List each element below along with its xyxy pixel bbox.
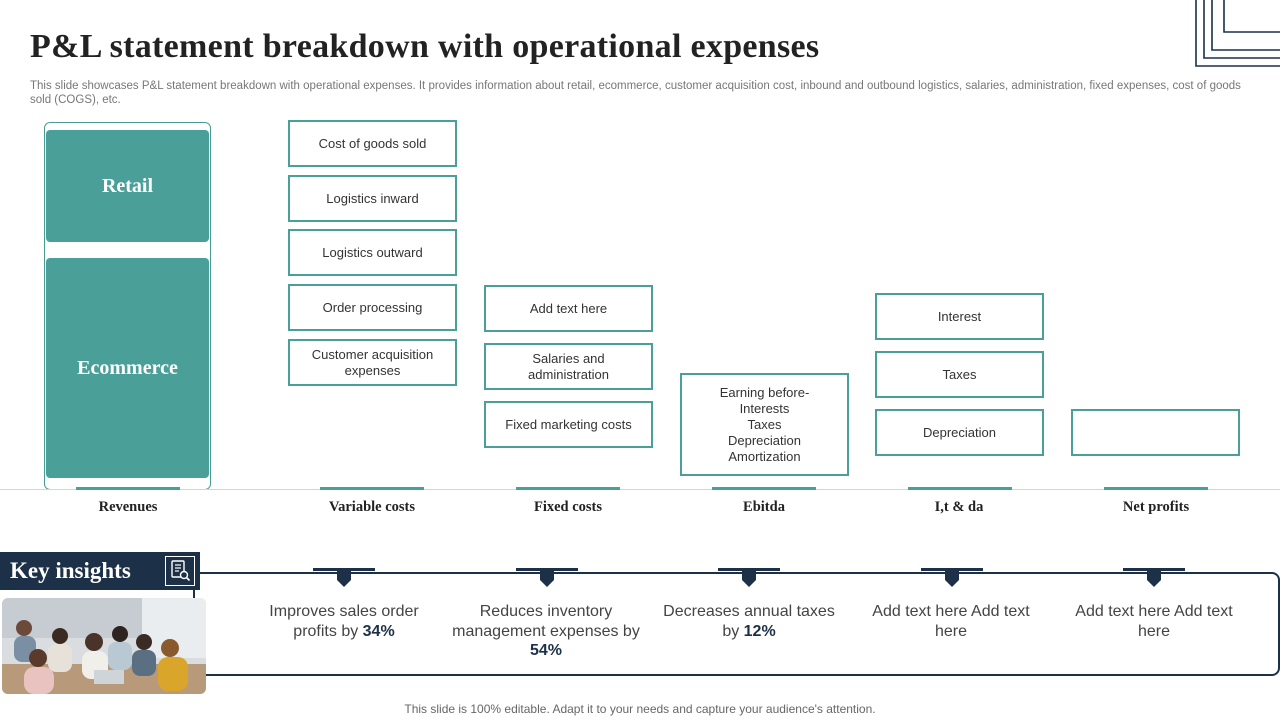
- column-tick: [76, 487, 180, 490]
- team-photo: [2, 598, 206, 694]
- insight-text: Decreases annual taxes by 12%: [654, 602, 844, 641]
- fixed-cost-box: Salaries and administration: [484, 343, 653, 390]
- insight-text: Reduces inventory management expenses by…: [451, 602, 641, 661]
- fixed-cost-box: Add text here: [484, 285, 653, 332]
- column-tick: [1104, 487, 1208, 490]
- insight-marker-icon: [921, 568, 983, 587]
- itda-box: Depreciation: [875, 409, 1044, 456]
- column-label-fixed-costs: Fixed costs: [533, 499, 603, 515]
- itda-box: Interest: [875, 293, 1044, 340]
- column-label-net-profits: Net profits: [1122, 499, 1190, 515]
- insight-marker-icon: [313, 568, 375, 587]
- column-label-itda: I,t & da: [934, 499, 984, 515]
- ebitda-line: Amortization: [728, 448, 801, 464]
- net-profits-box: [1071, 409, 1240, 456]
- insight-body: Add text here Add text here: [872, 603, 1030, 640]
- ebitda-line: Interests: [739, 400, 790, 416]
- page-subtitle: This slide showcases P&L statement break…: [30, 80, 1241, 106]
- ebitda-line: Earning before-: [719, 384, 810, 400]
- ebitda-line: Taxes: [747, 416, 782, 432]
- column-tick: [320, 487, 424, 490]
- variable-cost-box: Order processing: [288, 284, 457, 331]
- insight-highlight: 34%: [362, 622, 395, 640]
- column-tick: [516, 487, 620, 490]
- fixed-cost-box: Fixed marketing costs: [484, 401, 653, 448]
- footer-note: This slide is 100% editable. Adapt it to…: [404, 702, 876, 716]
- variable-cost-box: Logistics outward: [288, 229, 457, 276]
- insights-panel: [193, 572, 1280, 676]
- variable-cost-box: Logistics inward: [288, 175, 457, 222]
- key-insights-header: Key insights: [0, 552, 200, 590]
- insight-body: Decreases annual taxes by: [663, 603, 835, 640]
- page-title: P&L statement breakdown with operational…: [30, 28, 820, 65]
- document-search-icon: [165, 556, 195, 586]
- itda-box: Taxes: [875, 351, 1044, 398]
- ebitda-box: Earning before- Interests Taxes Deprecia…: [680, 373, 849, 476]
- insight-body: Add text here Add text here: [1075, 603, 1233, 640]
- retail-block: Retail: [46, 130, 209, 242]
- insight-marker-icon: [1123, 568, 1185, 587]
- insight-body: Improves sales order profits by: [269, 603, 419, 640]
- insight-marker-icon: [516, 568, 578, 587]
- corner-decoration: [1195, 0, 1280, 67]
- column-tick: [712, 487, 816, 490]
- column-label-revenues: Revenues: [98, 499, 158, 515]
- insight-highlight: 54%: [529, 642, 563, 659]
- insight-text: Add text here Add text here: [1069, 602, 1239, 641]
- insight-text: Improves sales order profits by 34%: [249, 602, 439, 641]
- baseline-divider: [0, 489, 1280, 490]
- insight-body: Reduces inventory management expenses by: [452, 603, 640, 640]
- insight-marker-icon: [718, 568, 780, 587]
- key-insights-title: Key insights: [10, 558, 131, 583]
- insight-highlight: 12%: [743, 622, 776, 640]
- column-tick: [908, 487, 1012, 490]
- variable-cost-box: Customer acquisition expenses: [288, 339, 457, 386]
- column-label-ebitda: Ebitda: [743, 499, 785, 515]
- ebitda-line: Depreciation: [728, 432, 801, 448]
- ecommerce-block: Ecommerce: [46, 258, 209, 478]
- column-label-variable-costs: Variable costs: [328, 499, 416, 515]
- insight-text: Add text here Add text here: [866, 602, 1036, 641]
- variable-cost-box: Cost of goods sold: [288, 120, 457, 167]
